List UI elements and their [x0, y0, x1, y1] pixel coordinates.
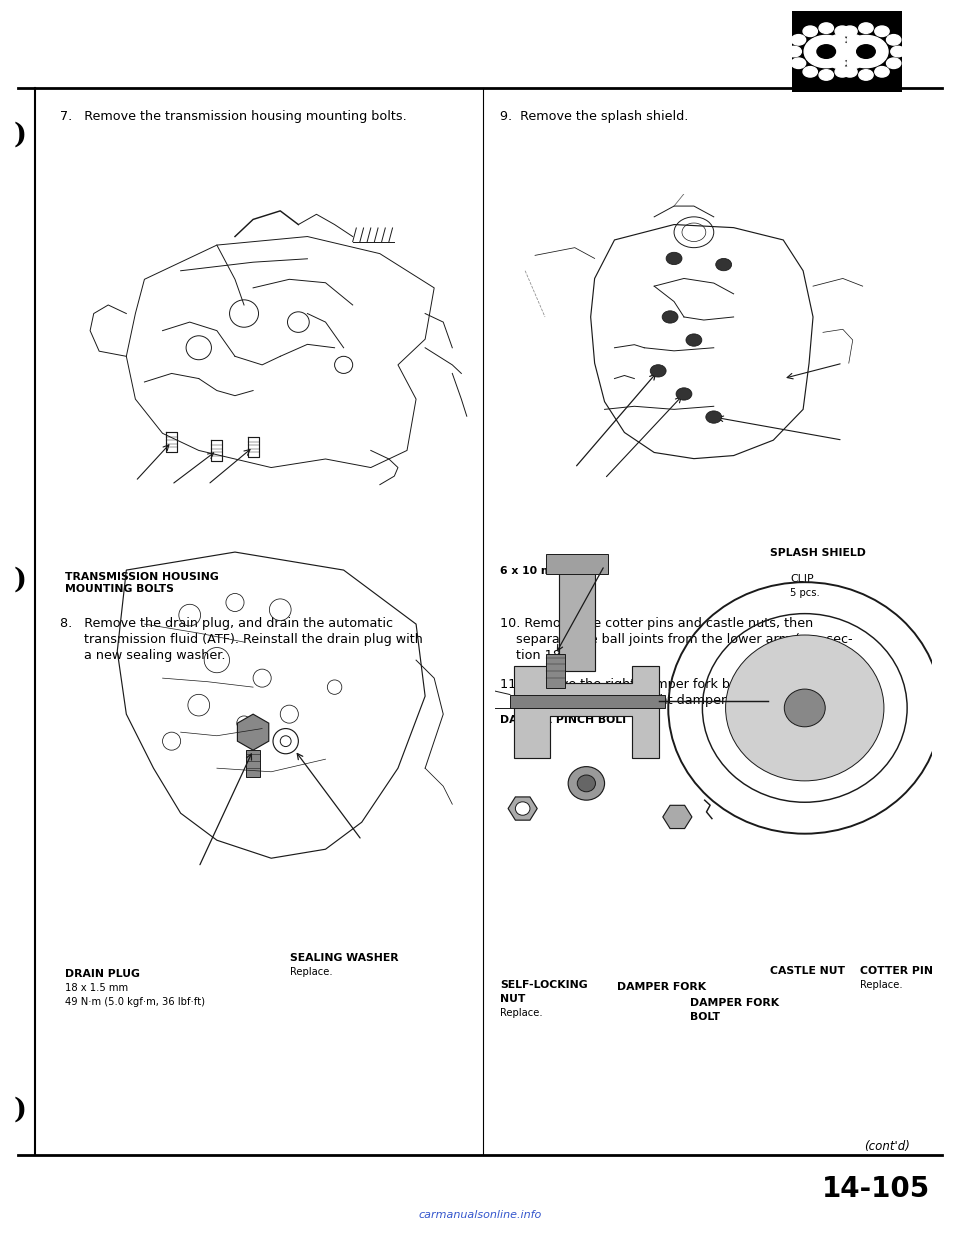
Circle shape — [875, 67, 889, 77]
Circle shape — [706, 411, 722, 424]
Text: NUT: NUT — [500, 994, 525, 1004]
Circle shape — [791, 58, 805, 68]
Circle shape — [859, 70, 874, 81]
Circle shape — [847, 35, 861, 45]
Text: tion 18).: tion 18). — [500, 650, 570, 662]
Bar — [510, 694, 664, 708]
Text: 7.   Remove the transmission housing mounting bolts.: 7. Remove the transmission housing mount… — [60, 111, 407, 123]
Text: DAMPER PINCH BOLT: DAMPER PINCH BOLT — [500, 715, 628, 725]
Circle shape — [831, 35, 846, 45]
Text: Replace.: Replace. — [500, 1009, 542, 1018]
Circle shape — [835, 67, 850, 77]
Text: 10. Remove the cotter pins and castle nuts, then: 10. Remove the cotter pins and castle nu… — [500, 617, 813, 630]
Text: Replace.: Replace. — [290, 968, 332, 977]
Circle shape — [891, 46, 905, 57]
Text: SPLASH SHIELD: SPLASH SHIELD — [770, 548, 866, 558]
Circle shape — [577, 775, 595, 792]
Text: DAMPER FORK: DAMPER FORK — [690, 999, 780, 1009]
Text: transmission fluid (ATF). Reinstall the drain plug with: transmission fluid (ATF). Reinstall the … — [84, 633, 422, 646]
Text: ): ) — [13, 566, 27, 594]
Bar — [559, 556, 595, 671]
Text: TRANSMISSION HOUSING
MOUNTING BOLTS: TRANSMISSION HOUSING MOUNTING BOLTS — [65, 573, 219, 594]
Circle shape — [803, 26, 817, 36]
Polygon shape — [508, 797, 538, 820]
Text: (cont'd): (cont'd) — [864, 1140, 910, 1153]
Text: DRAIN PLUG: DRAIN PLUG — [65, 969, 140, 979]
Text: 11. Remove the right damper fork bolt and damper pinch: 11. Remove the right damper fork bolt an… — [500, 678, 867, 691]
Text: 6 x 10 mm BOLT: 6 x 10 mm BOLT — [500, 566, 597, 576]
Text: a new sealing washer.: a new sealing washer. — [84, 650, 226, 662]
Circle shape — [886, 35, 900, 45]
Circle shape — [859, 22, 874, 34]
Circle shape — [844, 35, 888, 67]
Circle shape — [835, 26, 850, 36]
Circle shape — [787, 46, 802, 57]
Circle shape — [716, 258, 732, 271]
Text: carmanualsonline.info: carmanualsonline.info — [419, 1210, 541, 1220]
Circle shape — [827, 46, 841, 57]
Circle shape — [831, 58, 846, 68]
Circle shape — [843, 67, 857, 77]
Circle shape — [875, 26, 889, 36]
Text: 9.  Remove the splash shield.: 9. Remove the splash shield. — [500, 111, 688, 123]
Circle shape — [686, 334, 702, 347]
Circle shape — [568, 766, 605, 800]
Text: SEALING WASHER: SEALING WASHER — [290, 953, 398, 963]
Circle shape — [856, 45, 876, 58]
Polygon shape — [237, 714, 269, 750]
Circle shape — [886, 58, 900, 68]
Circle shape — [650, 365, 666, 378]
Text: 14-105: 14-105 — [822, 1175, 930, 1203]
Text: ): ) — [13, 1097, 27, 1124]
Text: separate the ball joints from the lower arm (see sec-: separate the ball joints from the lower … — [500, 633, 852, 646]
Circle shape — [662, 310, 678, 323]
Circle shape — [804, 35, 849, 67]
Text: SELF-LOCKING: SELF-LOCKING — [500, 980, 588, 990]
Circle shape — [843, 26, 857, 36]
Text: BOLT: BOLT — [690, 1012, 720, 1022]
Text: Replace.: Replace. — [860, 980, 902, 990]
Circle shape — [819, 22, 833, 34]
Polygon shape — [662, 805, 692, 828]
Circle shape — [726, 635, 884, 781]
Polygon shape — [514, 666, 660, 758]
Circle shape — [791, 35, 805, 45]
Text: 18 x 1.5 mm: 18 x 1.5 mm — [65, 982, 128, 994]
Text: 49 N·m (5.0 kgf·m, 36 lbf·ft): 49 N·m (5.0 kgf·m, 36 lbf·ft) — [65, 997, 205, 1007]
Text: ): ) — [13, 122, 27, 149]
Circle shape — [852, 46, 865, 57]
Circle shape — [803, 67, 817, 77]
Bar — [546, 554, 609, 574]
Text: DAMPER FORK: DAMPER FORK — [617, 982, 707, 992]
Circle shape — [847, 58, 861, 68]
Circle shape — [817, 45, 835, 58]
Circle shape — [784, 689, 826, 727]
Text: bolt, then separate right damper fork and damper.: bolt, then separate right damper fork an… — [500, 694, 840, 707]
Bar — [246, 750, 260, 777]
Circle shape — [819, 70, 833, 81]
Circle shape — [666, 252, 682, 265]
Text: COTTER PIN: COTTER PIN — [860, 966, 933, 976]
Circle shape — [676, 388, 692, 400]
Text: 8.   Remove the drain plug, and drain the automatic: 8. Remove the drain plug, and drain the … — [60, 617, 393, 630]
Text: 5 pcs.: 5 pcs. — [790, 587, 820, 597]
Text: CLIP: CLIP — [790, 574, 814, 584]
Bar — [546, 655, 564, 688]
Circle shape — [516, 802, 530, 815]
Text: CASTLE NUT: CASTLE NUT — [770, 966, 845, 976]
